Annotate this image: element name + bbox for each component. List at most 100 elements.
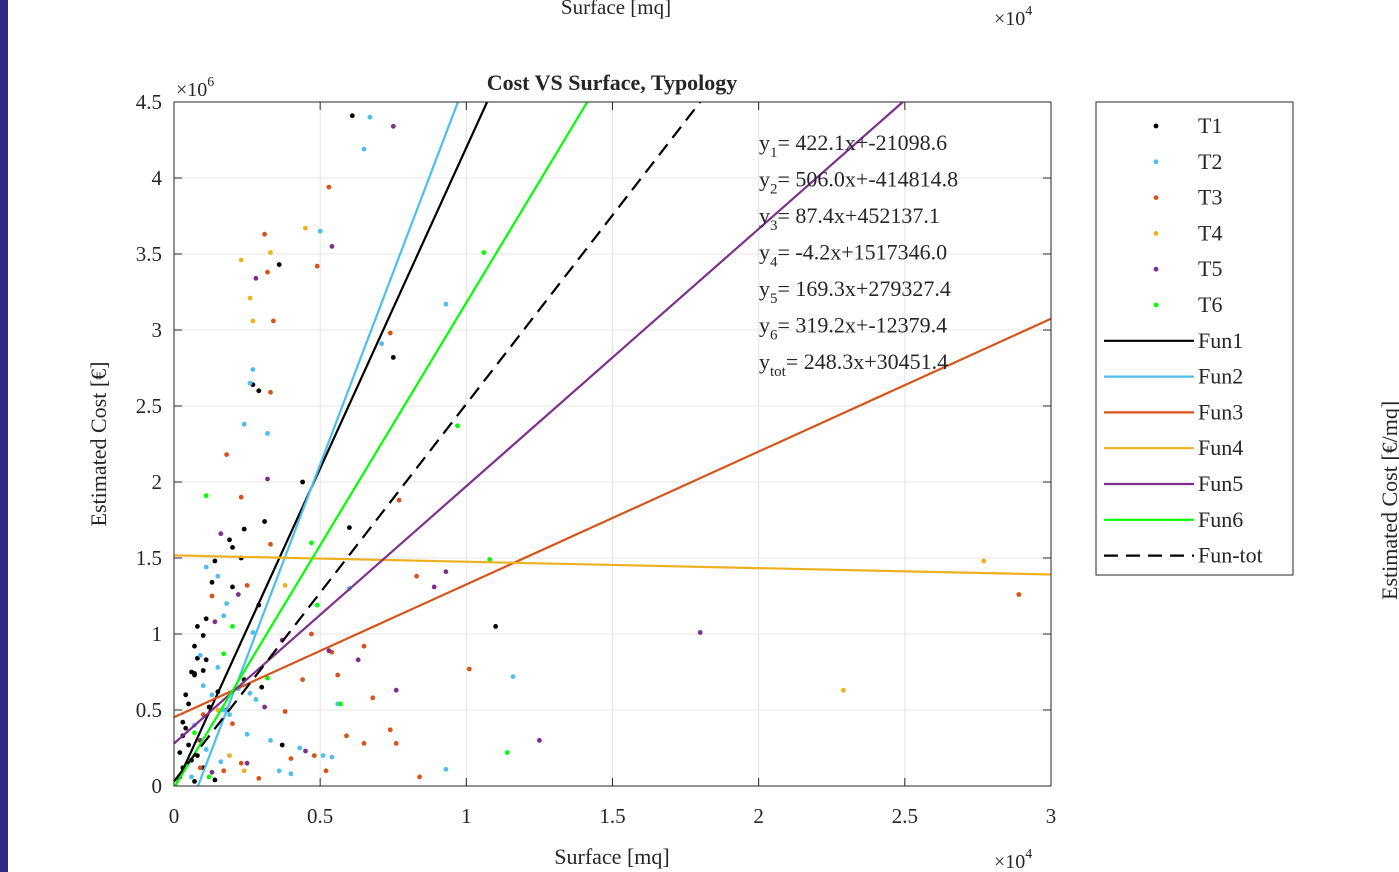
data-point-t1 xyxy=(349,113,355,119)
legend-label: Fun6 xyxy=(1198,507,1243,532)
data-point-t2 xyxy=(443,766,449,772)
data-point-t3 xyxy=(238,494,244,500)
data-point-t1 xyxy=(183,725,189,731)
data-point-t2 xyxy=(268,738,273,743)
data-point-t1 xyxy=(230,584,235,590)
equation-annotations: y1= 422.1x+-21098.6 y2= 506.0x+-414814.8 y… xyxy=(759,130,958,380)
top-fragment-exponent: ×104 xyxy=(994,4,1032,30)
data-point-t1 xyxy=(183,692,189,698)
data-point-t6 xyxy=(265,675,270,681)
data-point-t3 xyxy=(335,672,341,678)
data-point-t2 xyxy=(189,774,194,780)
equation-annotation: y3= 87.4x+452137.1 xyxy=(759,203,940,234)
y-tick-label: 2.5 xyxy=(136,394,162,418)
data-point-t3 xyxy=(265,269,270,275)
data-point-t1 xyxy=(256,388,262,394)
data-point-t2 xyxy=(215,573,221,579)
data-point-t1 xyxy=(200,633,206,638)
data-point-t6 xyxy=(309,540,314,546)
data-point-t5 xyxy=(303,748,308,754)
data-point-t4 xyxy=(227,753,232,758)
data-point-t4 xyxy=(247,295,253,301)
data-point-t6 xyxy=(221,651,227,657)
x-axis-label: Surface [mq] xyxy=(554,844,669,869)
data-point-t3 xyxy=(344,733,349,739)
data-point-t2 xyxy=(379,341,384,347)
data-point-t4 xyxy=(841,687,846,693)
data-point-t2 xyxy=(250,630,256,635)
legend-label: Fun2 xyxy=(1198,364,1243,389)
data-point-t4 xyxy=(268,250,273,255)
data-point-t5 xyxy=(265,476,270,482)
data-point-t2 xyxy=(227,712,232,717)
data-point-t1 xyxy=(212,558,218,564)
x-exponent: ×104 xyxy=(994,847,1032,872)
data-point-t2 xyxy=(443,301,449,307)
data-point-t2 xyxy=(317,228,323,234)
legend-label: T4 xyxy=(1198,220,1222,245)
x-tick-label: 2.5 xyxy=(892,804,918,828)
data-point-t1 xyxy=(186,742,192,748)
data-point-t1 xyxy=(195,655,200,661)
data-point-t1 xyxy=(493,624,498,629)
data-point-t2 xyxy=(244,731,250,737)
data-point-t3 xyxy=(1016,592,1022,597)
data-point-t2 xyxy=(265,431,270,436)
data-point-t1 xyxy=(192,672,197,678)
legend-marker-t1 xyxy=(1153,123,1159,129)
data-point-t5 xyxy=(262,704,267,710)
legend-label: T6 xyxy=(1198,292,1222,317)
x-tick-label: 2 xyxy=(753,804,764,828)
data-point-t2 xyxy=(288,771,294,777)
data-point-t3 xyxy=(197,765,203,771)
data-point-t1 xyxy=(300,479,305,485)
y-tick-label: 0 xyxy=(152,774,163,798)
equation-annotation: y6= 319.2x+-12379.4 xyxy=(759,313,947,344)
data-point-t4 xyxy=(241,768,247,774)
equation-annotation: y5= 169.3x+279327.4 xyxy=(759,276,951,307)
data-point-t1 xyxy=(203,616,209,622)
data-point-t4 xyxy=(303,225,308,231)
legend-marker-t4 xyxy=(1153,231,1159,236)
x-tick-label: 3 xyxy=(1046,804,1057,828)
data-point-t5 xyxy=(209,769,215,775)
data-point-t6 xyxy=(206,774,212,780)
data-point-t2 xyxy=(250,367,256,372)
scatter-layer xyxy=(177,113,1022,784)
legend-marker-t3 xyxy=(1153,195,1159,201)
data-point-t2 xyxy=(367,114,373,120)
legend-label: Fun4 xyxy=(1198,435,1243,460)
fit-lines-layer xyxy=(173,101,1052,787)
equation-annotation: y1= 422.1x+-21098.6 xyxy=(759,130,947,161)
data-point-t6 xyxy=(192,730,197,736)
data-point-t1 xyxy=(227,537,232,543)
y-tick-label: 0.5 xyxy=(136,698,162,722)
data-point-t5 xyxy=(393,687,399,693)
x-tick-label: 1.5 xyxy=(599,804,625,828)
data-point-t3 xyxy=(221,768,227,774)
data-point-t5 xyxy=(253,275,259,281)
y-tick-label: 4 xyxy=(152,166,163,190)
data-point-t3 xyxy=(282,709,288,714)
data-point-t3 xyxy=(224,452,230,457)
data-point-t3 xyxy=(288,756,294,761)
data-point-t1 xyxy=(203,657,209,663)
data-point-t5 xyxy=(443,569,449,575)
data-point-t3 xyxy=(311,753,317,758)
data-point-t4 xyxy=(282,583,288,588)
data-point-t3 xyxy=(396,497,402,503)
data-point-t3 xyxy=(230,721,235,727)
y-axis-label: Estimated Cost [€] xyxy=(86,362,111,527)
data-point-t4 xyxy=(981,558,987,564)
data-point-t1 xyxy=(279,742,285,748)
y-tick-label: 1 xyxy=(152,622,163,646)
data-point-t1 xyxy=(180,719,186,725)
data-point-t3 xyxy=(271,318,276,324)
data-point-t5 xyxy=(329,244,335,249)
data-point-t2 xyxy=(221,613,227,619)
data-point-t3 xyxy=(323,768,329,774)
data-point-t1 xyxy=(195,624,200,629)
y-tick-label: 3.5 xyxy=(136,242,162,266)
y-tick-label: 4.5 xyxy=(136,90,162,114)
